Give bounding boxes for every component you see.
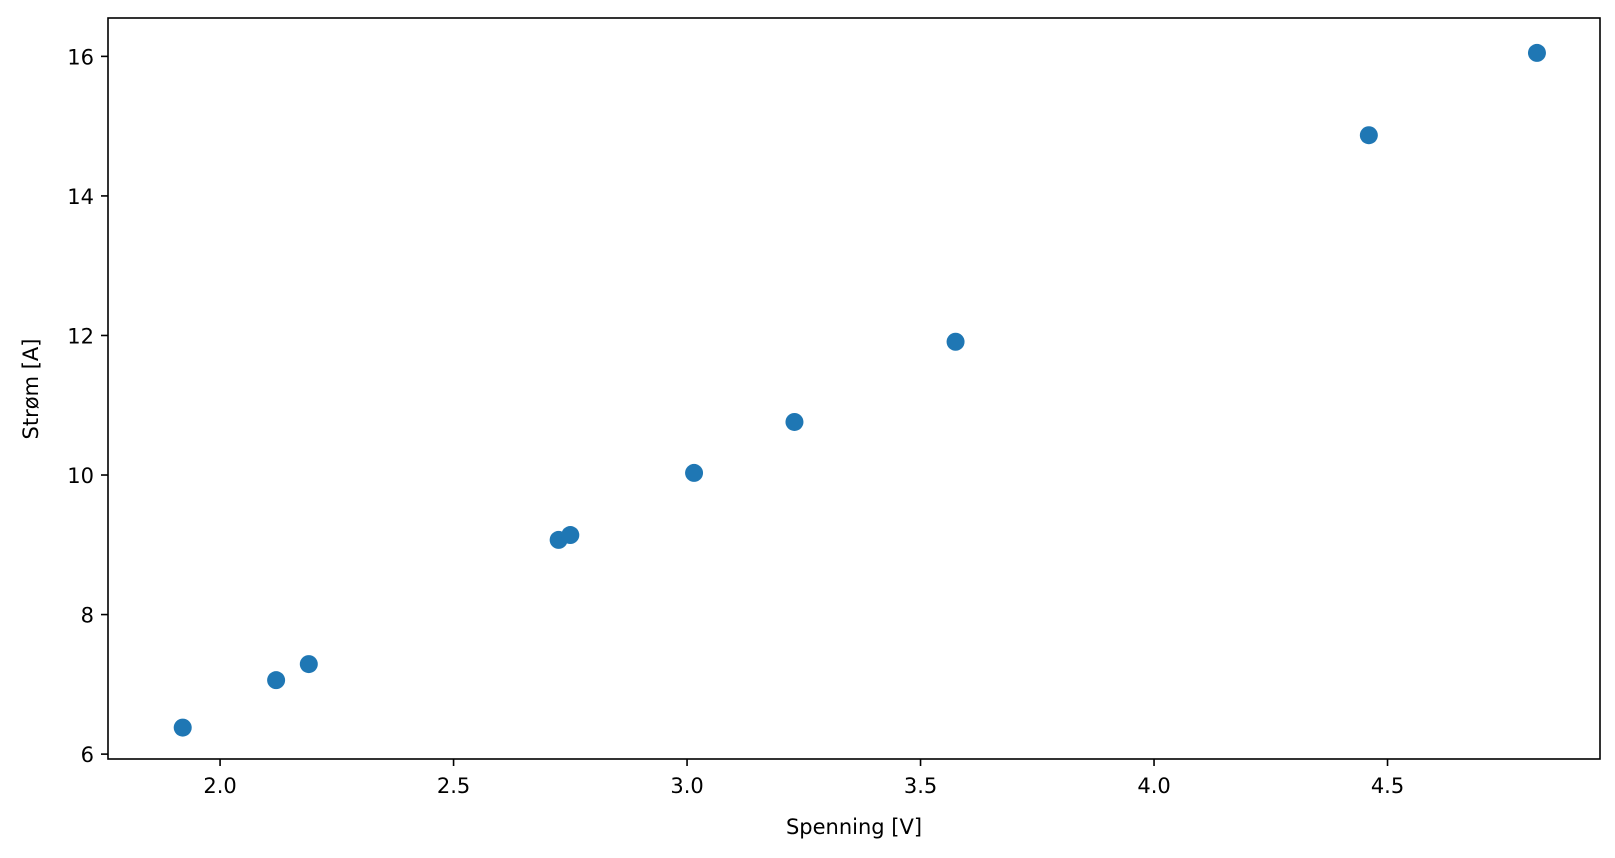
y-tick-label: 6 (81, 743, 94, 767)
x-tick-label: 4.5 (1371, 774, 1404, 798)
y-tick-label: 12 (67, 324, 94, 348)
data-point (1527, 43, 1546, 62)
y-tick-label: 16 (67, 45, 94, 69)
y-tick-label: 14 (67, 185, 94, 209)
y-axis-ticks: 6 8 10 12 14 16 (67, 45, 108, 767)
data-point (685, 463, 704, 482)
plot-frame (107, 17, 1601, 760)
x-tick-label: 4.0 (1137, 774, 1170, 798)
x-axis-ticks: 2.0 2.5 3.0 3.5 4.0 4.5 (203, 759, 1404, 798)
data-points (173, 43, 1546, 737)
y-tick-label: 10 (67, 464, 94, 488)
plot-background (108, 18, 1600, 759)
y-tick-label: 8 (81, 604, 94, 628)
data-point (1359, 126, 1378, 145)
x-tick-label: 2.5 (437, 774, 470, 798)
data-point (267, 671, 286, 690)
data-point (785, 412, 804, 431)
x-tick-label: 3.0 (670, 774, 703, 798)
data-point (561, 526, 580, 545)
x-axis-label: Spenning [V] (786, 815, 922, 839)
y-axis-label: Strøm [A] (19, 339, 43, 440)
x-tick-label: 3.5 (904, 774, 937, 798)
data-point (173, 718, 192, 737)
data-point (299, 655, 318, 674)
data-point (946, 332, 965, 351)
x-tick-label: 2.0 (203, 774, 236, 798)
